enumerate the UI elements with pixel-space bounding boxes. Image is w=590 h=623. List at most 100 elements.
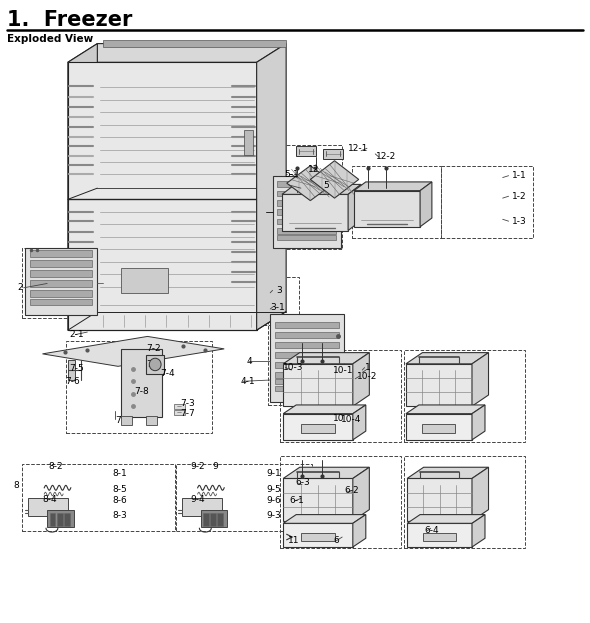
Polygon shape: [42, 336, 224, 366]
Bar: [275, 362, 339, 368]
Text: 10-1: 10-1: [333, 366, 354, 374]
Text: 8-1: 8-1: [112, 469, 127, 478]
Text: 7-1: 7-1: [146, 360, 161, 369]
Polygon shape: [283, 467, 369, 478]
Bar: [50, 513, 55, 526]
Bar: [182, 498, 222, 516]
Polygon shape: [472, 353, 489, 406]
Bar: [273, 176, 341, 248]
Bar: [30, 290, 92, 297]
Bar: [64, 513, 70, 526]
Text: 12: 12: [308, 165, 319, 174]
Text: 6-3: 6-3: [295, 478, 310, 487]
Text: 7-5: 7-5: [70, 364, 84, 373]
Text: 7-4: 7-4: [160, 369, 175, 378]
Text: 5: 5: [323, 181, 329, 189]
Text: 8-3: 8-3: [112, 511, 127, 520]
Polygon shape: [296, 146, 316, 156]
Polygon shape: [68, 44, 97, 330]
Text: 1.  Freezer: 1. Freezer: [7, 10, 132, 30]
Text: 9: 9: [212, 462, 218, 470]
Text: 1-1: 1-1: [512, 171, 527, 180]
Text: 10-3: 10-3: [283, 363, 304, 372]
Polygon shape: [407, 515, 485, 523]
Text: 4: 4: [247, 357, 253, 366]
Bar: [275, 332, 339, 338]
Polygon shape: [353, 405, 366, 440]
Bar: [277, 228, 336, 234]
Text: 7-2: 7-2: [146, 345, 161, 353]
Text: 7-7: 7-7: [180, 409, 195, 418]
Text: 3-1: 3-1: [270, 303, 285, 312]
Polygon shape: [283, 353, 369, 364]
Text: 8-5: 8-5: [112, 485, 127, 493]
Circle shape: [149, 358, 161, 371]
Polygon shape: [68, 62, 257, 330]
Polygon shape: [406, 414, 472, 440]
Polygon shape: [283, 515, 366, 523]
Text: 1-3: 1-3: [512, 217, 527, 226]
Bar: [57, 513, 63, 526]
Polygon shape: [472, 405, 485, 440]
Text: 9-2: 9-2: [190, 462, 205, 470]
Bar: [47, 510, 74, 527]
Text: Exploded View: Exploded View: [7, 34, 93, 44]
Text: 9-3: 9-3: [267, 511, 281, 520]
Bar: [210, 513, 216, 526]
Bar: [352, 166, 441, 238]
Bar: [244, 130, 253, 155]
Text: 8: 8: [13, 482, 19, 490]
Bar: [121, 268, 168, 293]
Bar: [203, 513, 209, 526]
Polygon shape: [472, 515, 485, 547]
Polygon shape: [406, 364, 472, 406]
Bar: [30, 270, 92, 277]
Bar: [275, 386, 339, 391]
Text: 1-2: 1-2: [512, 192, 527, 201]
Text: 5-1: 5-1: [284, 170, 299, 179]
Bar: [176, 464, 312, 531]
Text: 9-1: 9-1: [267, 469, 281, 478]
Text: 7: 7: [115, 416, 121, 425]
Polygon shape: [407, 478, 472, 521]
Polygon shape: [282, 184, 361, 194]
Text: 6: 6: [333, 536, 339, 545]
Text: 3: 3: [276, 286, 282, 295]
Bar: [275, 372, 339, 378]
Bar: [270, 314, 344, 402]
Text: 9-5: 9-5: [267, 485, 281, 493]
Bar: [28, 498, 68, 516]
Polygon shape: [283, 405, 366, 414]
Bar: [201, 510, 227, 527]
Bar: [275, 322, 339, 328]
Bar: [68, 360, 75, 380]
Bar: [146, 355, 164, 374]
Bar: [217, 513, 223, 526]
Text: 10: 10: [333, 414, 345, 423]
Bar: [66, 341, 212, 433]
Text: 8-4: 8-4: [42, 495, 57, 504]
Text: 12-2: 12-2: [376, 153, 396, 161]
Bar: [174, 410, 185, 415]
Bar: [258, 277, 299, 325]
Polygon shape: [348, 184, 361, 231]
Text: 2-1: 2-1: [70, 330, 84, 339]
Polygon shape: [354, 191, 420, 227]
Bar: [300, 424, 335, 434]
Polygon shape: [472, 467, 489, 521]
Bar: [404, 350, 525, 442]
Text: 6-1: 6-1: [289, 497, 304, 505]
Bar: [422, 424, 455, 434]
Polygon shape: [353, 353, 369, 406]
Polygon shape: [310, 161, 359, 198]
Bar: [277, 219, 336, 224]
Text: 2: 2: [18, 283, 24, 292]
Polygon shape: [323, 149, 343, 159]
Bar: [271, 174, 342, 249]
Text: 7-3: 7-3: [180, 399, 195, 407]
Bar: [277, 209, 336, 215]
Text: 12-1: 12-1: [348, 144, 369, 153]
Polygon shape: [287, 166, 334, 201]
Bar: [30, 250, 92, 257]
Bar: [275, 352, 339, 358]
